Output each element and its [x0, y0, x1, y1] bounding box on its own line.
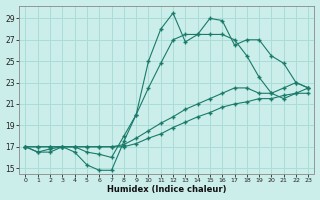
X-axis label: Humidex (Indice chaleur): Humidex (Indice chaleur) — [107, 185, 227, 194]
